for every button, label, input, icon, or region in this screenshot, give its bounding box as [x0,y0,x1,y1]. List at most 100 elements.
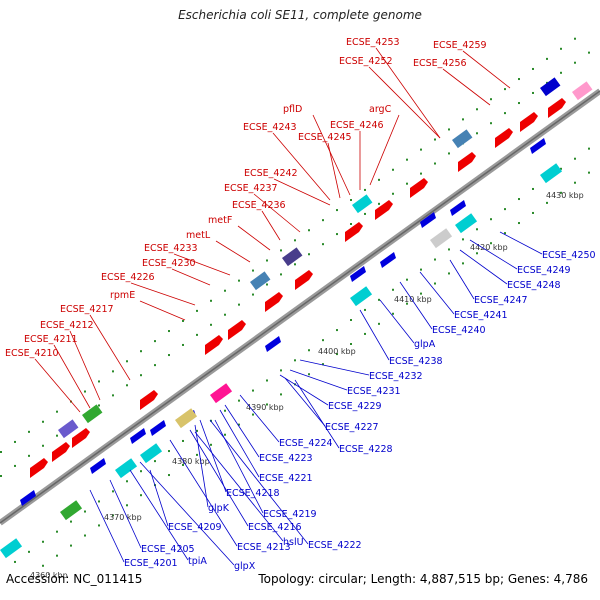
forward-gene-arrow [295,270,313,290]
guide-dot [308,373,310,376]
reverse-leader-line [299,359,370,376]
reverse-gene-label: ECSE_4222 [308,540,362,551]
forward-gene-label: ECSE_4230 [142,258,196,269]
kbp-tick-label: 4360 kbp [30,571,68,580]
gene-block [455,213,478,234]
guide-dot [392,288,394,291]
guide-dot [406,278,408,281]
guide-dot [14,560,16,563]
guide-dot [490,242,492,245]
forward-leader-line [261,210,281,241]
guide-dot [238,399,240,402]
map-title: Escherichia coli SE11, complete genome [178,8,422,22]
forward-leader-line [368,66,441,139]
reverse-gene-label: ECSE_4213 [237,542,291,553]
reverse-gene-label: glpA [414,339,436,350]
forward-gene-arrow [375,200,393,220]
gene-block [0,538,23,559]
gene-block [210,383,233,404]
forward-leader-line [375,47,441,139]
guide-dot [420,172,422,175]
guide-dot [140,350,142,353]
guide-dot [126,360,128,363]
guide-dot [560,191,562,194]
forward-gene-label: ECSE_4226 [101,272,155,283]
reverse-leader-line [224,404,260,458]
reverse-gene-arrow [380,252,396,268]
reverse-leader-line [149,469,169,527]
kbp-tick-label: 4400 kbp [318,347,356,356]
guide-dot [42,564,44,567]
guide-dot [336,233,338,236]
forward-leader-line [130,282,196,306]
guide-dot [266,259,268,262]
reverse-leader-line [289,369,348,391]
guide-dot [28,550,30,553]
guide-dot [238,303,240,306]
reverse-leader-line [214,419,264,514]
guide-dot [280,273,282,276]
guide-dot [98,500,100,503]
guide-dot [560,47,562,50]
guide-dot [266,403,268,406]
guide-dot [560,71,562,74]
reverse-leader-line [139,461,235,566]
guide-dot [182,343,184,346]
reverse-gene-arrow [420,212,436,228]
forward-gene-label: ECSE_4233 [144,243,198,254]
reverse-leader-line [129,469,189,561]
topology-text: Topology: circular; Length: 4,887,515 bp… [258,572,588,586]
guide-dot [196,309,198,312]
guide-dot [308,253,310,256]
gene-block [282,247,303,267]
reverse-gene-label: ECSE_4216 [248,522,302,533]
guide-dot [28,430,30,433]
guide-dot [574,181,576,184]
forward-gene-arrow [30,458,48,478]
guide-dot [14,464,16,467]
forward-leader-line [215,240,251,263]
guide-dot [224,313,226,316]
guide-dot [168,330,170,333]
guide-dot [420,148,422,151]
forward-gene-label: ECSE_4253 [346,37,400,48]
guide-dot [518,102,520,105]
gene-block [82,404,103,424]
forward-gene-label: metF [208,215,232,226]
guide-dot [462,238,464,241]
guide-dot [420,292,422,295]
reverse-leader-line [194,431,284,542]
guide-dot [42,420,44,423]
guide-dot [588,51,590,54]
forward-leader-line [53,344,91,409]
guide-dot [266,379,268,382]
forward-leader-line [327,142,341,199]
guide-dot [252,269,254,272]
forward-leader-line [237,225,271,251]
gene-block [59,500,83,521]
forward-gene-label: ECSE_4237 [224,183,278,194]
forward-gene-arrow [52,442,70,462]
gene-block [430,228,453,249]
gene-block [175,408,198,429]
guide-dot [434,162,436,165]
forward-gene-arrow [495,128,513,148]
reverse-leader-line [279,374,329,406]
guide-dot [448,152,450,155]
reverse-gene-arrow [20,490,36,506]
guide-dot [266,283,268,286]
reverse-gene-arrow [530,138,546,154]
guide-dot [280,393,282,396]
forward-gene-label: ECSE_4256 [413,58,467,69]
reverse-leader-line [194,424,209,508]
guide-dot [476,132,478,135]
guide-dot [518,198,520,201]
reverse-leader-line [449,259,475,300]
forward-gene-arrow [72,428,90,448]
guide-dot [476,252,478,255]
reverse-gene-label: hslU [283,537,304,548]
guide-dot [378,298,380,301]
reverse-gene-label: ECSE_4223 [259,453,313,464]
forward-leader-line [312,114,351,196]
guide-dot [84,390,86,393]
